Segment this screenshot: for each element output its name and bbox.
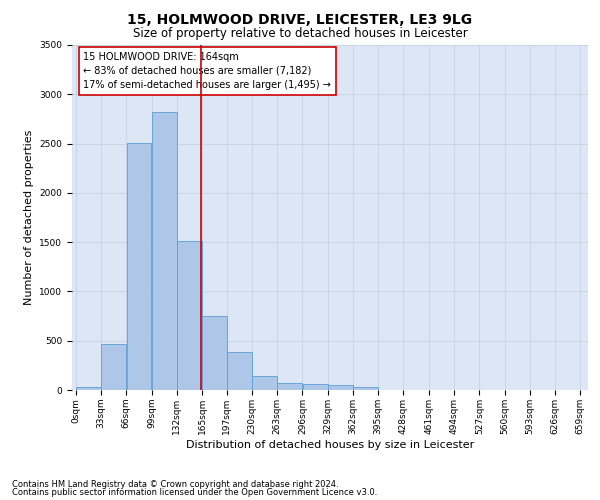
Bar — [328, 384, 353, 390]
Text: 15 HOLMWOOD DRIVE: 164sqm
← 83% of detached houses are smaller (7,182)
17% of se: 15 HOLMWOOD DRIVE: 164sqm ← 83% of detac… — [83, 52, 331, 90]
Bar — [127, 142, 151, 390]
Bar — [152, 112, 176, 390]
Text: Contains HM Land Registry data © Crown copyright and database right 2024.: Contains HM Land Registry data © Crown c… — [12, 480, 338, 489]
Bar — [76, 387, 101, 390]
Bar — [202, 316, 227, 390]
Text: Contains public sector information licensed under the Open Government Licence v3: Contains public sector information licen… — [12, 488, 377, 497]
Text: Size of property relative to detached houses in Leicester: Size of property relative to detached ho… — [133, 28, 467, 40]
Text: 15, HOLMWOOD DRIVE, LEICESTER, LE3 9LG: 15, HOLMWOOD DRIVE, LEICESTER, LE3 9LG — [127, 12, 473, 26]
Bar — [277, 382, 302, 390]
Bar — [101, 344, 126, 390]
Bar — [302, 384, 328, 390]
Bar — [353, 387, 378, 390]
Bar — [227, 352, 252, 390]
Bar — [177, 241, 202, 390]
Bar — [252, 376, 277, 390]
X-axis label: Distribution of detached houses by size in Leicester: Distribution of detached houses by size … — [186, 440, 474, 450]
Y-axis label: Number of detached properties: Number of detached properties — [24, 130, 34, 305]
